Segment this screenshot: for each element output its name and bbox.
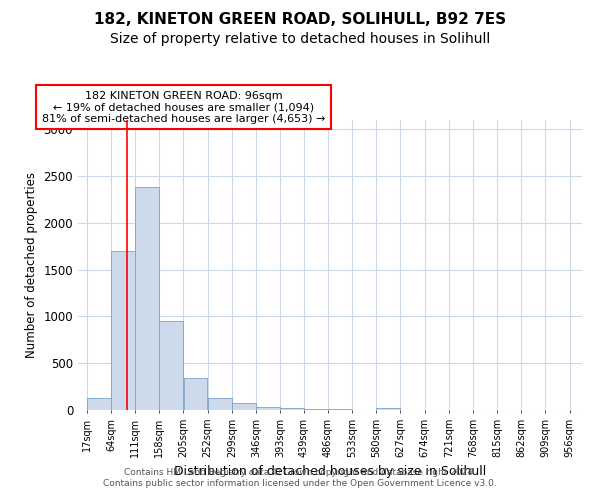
Bar xyxy=(184,378,208,410)
Bar xyxy=(111,251,135,410)
Bar xyxy=(160,321,184,410)
Bar xyxy=(232,402,256,410)
Text: 182, KINETON GREEN ROAD, SOLIHULL, B92 7ES: 182, KINETON GREEN ROAD, SOLIHULL, B92 7… xyxy=(94,12,506,28)
Bar xyxy=(304,409,328,410)
Bar xyxy=(280,408,304,410)
X-axis label: Distribution of detached houses by size in Solihull: Distribution of detached houses by size … xyxy=(174,466,486,478)
Bar xyxy=(87,398,111,410)
Bar xyxy=(376,408,400,410)
Y-axis label: Number of detached properties: Number of detached properties xyxy=(25,172,38,358)
Text: 182 KINETON GREEN ROAD: 96sqm
← 19% of detached houses are smaller (1,094)
81% o: 182 KINETON GREEN ROAD: 96sqm ← 19% of d… xyxy=(42,90,325,124)
Bar xyxy=(208,398,232,410)
Text: Size of property relative to detached houses in Solihull: Size of property relative to detached ho… xyxy=(110,32,490,46)
Bar xyxy=(135,188,159,410)
Text: Contains HM Land Registry data © Crown copyright and database right 2024.
Contai: Contains HM Land Registry data © Crown c… xyxy=(103,468,497,487)
Bar xyxy=(256,407,280,410)
